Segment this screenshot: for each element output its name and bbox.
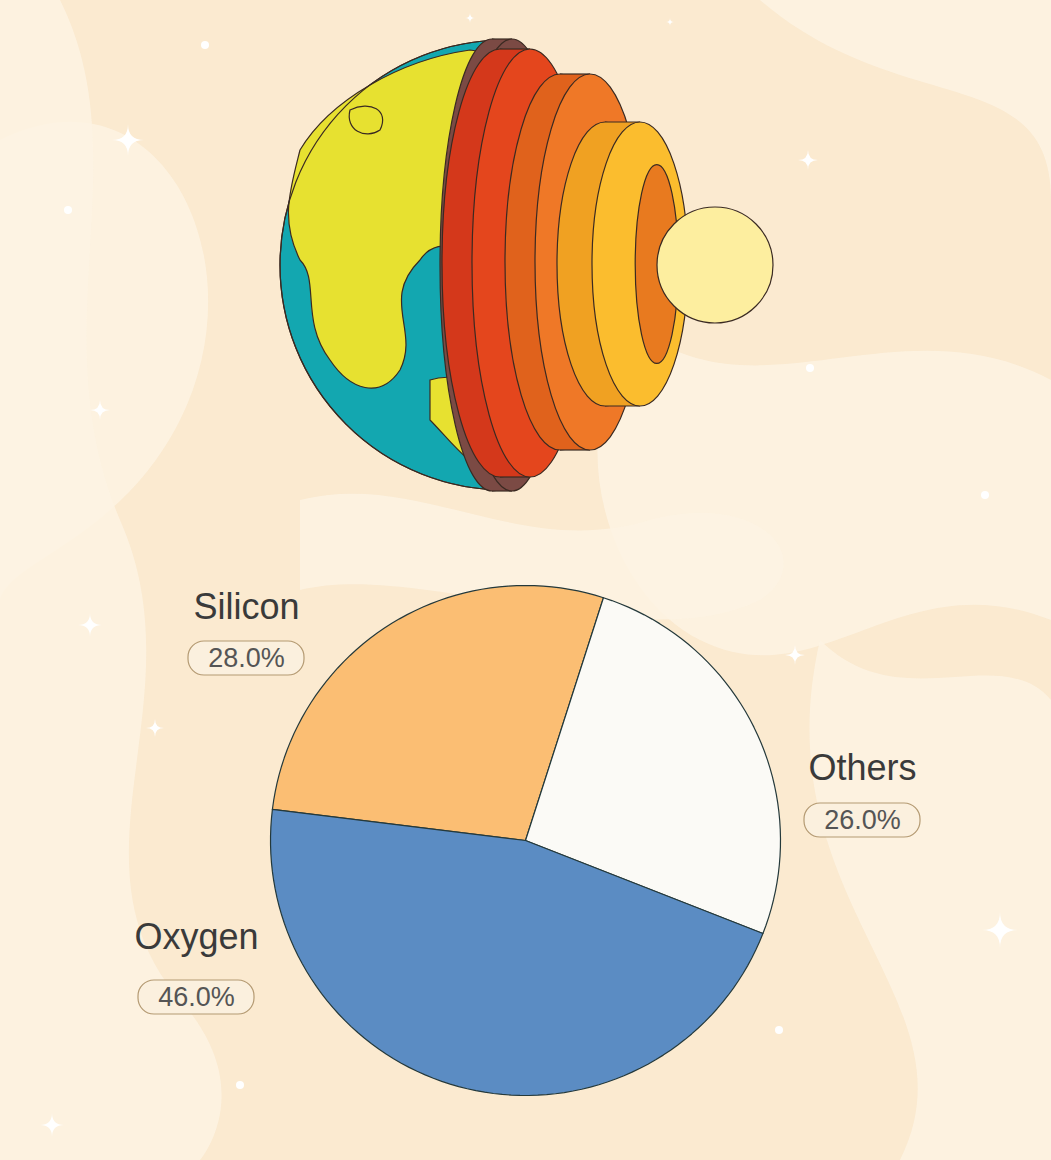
svg-text:Oxygen: Oxygen [134,916,258,957]
svg-text:Silicon: Silicon [193,586,299,627]
svg-text:Others: Others [808,747,916,788]
svg-text:26.0%: 26.0% [824,805,901,835]
svg-text:46.0%: 46.0% [158,982,235,1012]
svg-text:28.0%: 28.0% [208,643,285,673]
